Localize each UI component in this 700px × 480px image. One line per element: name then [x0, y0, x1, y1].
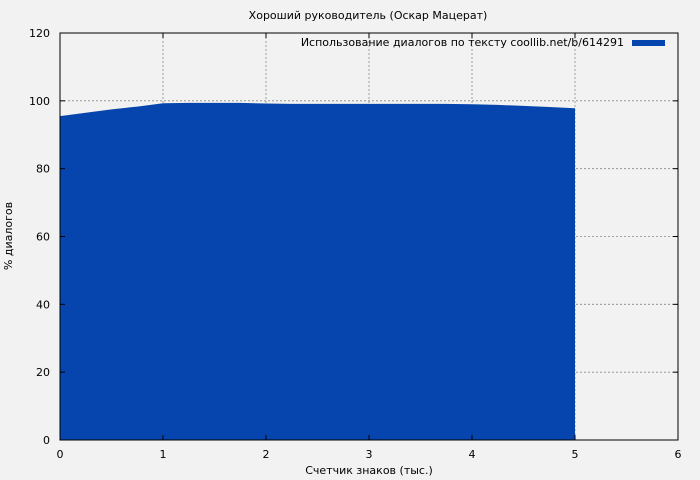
y-tick-label: 20 — [36, 366, 50, 379]
x-tick-label: 2 — [263, 448, 270, 461]
x-axis-label: Счетчик знаков (тыс.) — [305, 464, 433, 477]
y-tick-label: 100 — [29, 95, 50, 108]
y-tick-label: 0 — [43, 434, 50, 447]
series-area-layer — [59, 102, 576, 440]
x-tick-label: 5 — [572, 448, 579, 461]
x-tick-label: 3 — [366, 448, 373, 461]
x-tick-label: 6 — [675, 448, 682, 461]
y-axis-label: % диалогов — [2, 202, 15, 270]
legend-label: Использование диалогов по тексту coollib… — [301, 36, 624, 49]
legend-swatch — [632, 40, 665, 46]
series-area — [60, 102, 575, 440]
y-tick-label: 40 — [36, 298, 50, 311]
y-tick-label: 80 — [36, 163, 50, 176]
y-tick-label: 60 — [36, 231, 50, 244]
x-tick-label: 0 — [57, 448, 64, 461]
legend: Использование диалогов по тексту coollib… — [301, 36, 665, 49]
x-tick-label: 4 — [469, 448, 476, 461]
x-tick-label: 1 — [160, 448, 167, 461]
chart-title: Хороший руководитель (Оскар Мацерат) — [249, 9, 488, 22]
y-tick-label: 120 — [29, 27, 50, 40]
